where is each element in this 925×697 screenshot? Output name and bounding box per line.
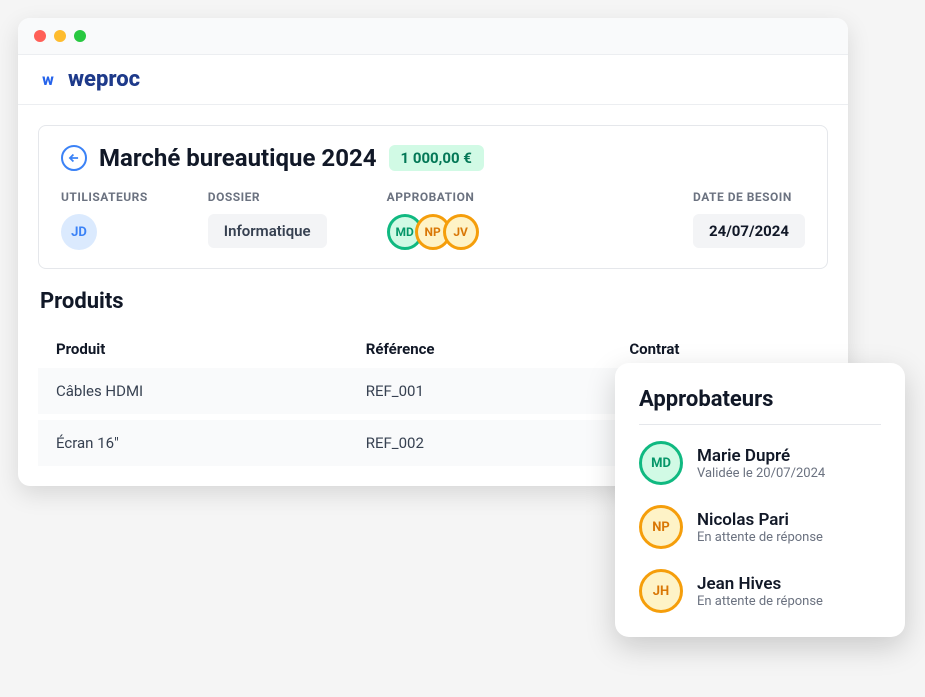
arrow-left-icon <box>67 151 81 165</box>
meta-dossier-label: DOSSIER <box>208 190 327 204</box>
dossier-chip[interactable]: Informatique <box>208 214 327 248</box>
approvers-card-title: Approbateurs <box>639 387 881 412</box>
approvers-card: Approbateurs MD Marie DupréValidée le 20/… <box>615 363 905 637</box>
col-reference: Référence <box>348 330 612 368</box>
approver-avatar: JH <box>639 569 683 613</box>
approver-row[interactable]: NP Nicolas PariEn attente de réponse <box>639 505 881 549</box>
meta-approval-label: APPROBATION <box>387 190 479 204</box>
approval-avatar[interactable]: JV <box>443 214 479 250</box>
approver-name: Jean Hives <box>697 574 823 594</box>
cell-reference: REF_001 <box>348 368 612 417</box>
window-minimize-dot[interactable] <box>54 30 66 42</box>
meta-date-label: DATE DE BESOIN <box>693 190 805 204</box>
approver-info: Marie DupréValidée le 20/07/2024 <box>697 446 825 481</box>
approver-status: En attente de réponse <box>697 594 823 609</box>
window-maximize-dot[interactable] <box>74 30 86 42</box>
window-close-dot[interactable] <box>34 30 46 42</box>
page-title: Marché bureautique 2024 <box>99 144 377 172</box>
approver-avatar: MD <box>639 441 683 485</box>
approver-info: Jean HivesEn attente de réponse <box>697 574 823 609</box>
cell-product: Écran 16" <box>38 417 348 466</box>
window-titlebar <box>18 18 848 55</box>
cell-product: Câbles HDMI <box>38 368 348 417</box>
col-product: Produit <box>38 330 348 368</box>
brand-bar: w weproc <box>18 55 848 105</box>
user-avatar[interactable]: JD <box>61 214 97 250</box>
meta-dossier: DOSSIER Informatique <box>208 190 327 250</box>
back-button[interactable] <box>61 145 87 171</box>
brand-name: weproc <box>68 67 140 92</box>
approver-row[interactable]: JH Jean HivesEn attente de réponse <box>639 569 881 613</box>
approvers-divider <box>639 424 881 425</box>
brand-logo-icon: w <box>38 70 58 90</box>
approver-info: Nicolas PariEn attente de réponse <box>697 510 823 545</box>
approver-status: Validée le 20/07/2024 <box>697 466 825 481</box>
meta-users: UTILISATEURS JD <box>61 190 148 250</box>
cell-reference: REF_002 <box>348 417 612 466</box>
meta-users-label: UTILISATEURS <box>61 190 148 204</box>
project-header-card: Marché bureautique 2024 1 000,00 € UTILI… <box>38 125 828 269</box>
meta-date: DATE DE BESOIN 24/07/2024 <box>693 190 805 250</box>
approver-avatar: NP <box>639 505 683 549</box>
approver-status: En attente de réponse <box>697 530 823 545</box>
meta-approval: APPROBATION MDNPJV <box>387 190 479 250</box>
approver-name: Marie Dupré <box>697 446 825 466</box>
approver-row[interactable]: MD Marie DupréValidée le 20/07/2024 <box>639 441 881 485</box>
approval-avatar-stack[interactable]: MDNPJV <box>387 214 479 250</box>
need-date-chip: 24/07/2024 <box>693 214 805 248</box>
products-section-title: Produits <box>38 289 828 314</box>
amount-badge: 1 000,00 € <box>389 145 484 171</box>
approver-name: Nicolas Pari <box>697 510 823 530</box>
